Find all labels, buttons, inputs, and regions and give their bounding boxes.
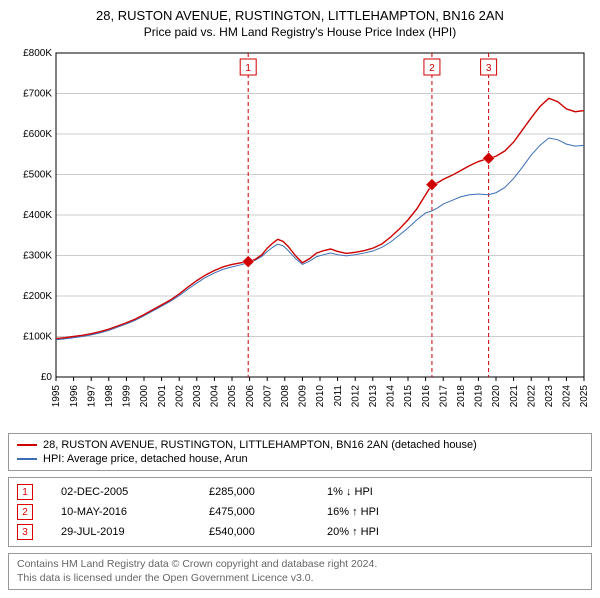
- svg-text:1998: 1998: [104, 385, 115, 408]
- svg-text:2011: 2011: [333, 385, 344, 407]
- svg-text:£400K: £400K: [23, 210, 52, 221]
- svg-text:2005: 2005: [227, 385, 238, 408]
- license-notice: Contains HM Land Registry data © Crown c…: [8, 553, 592, 590]
- svg-text:2007: 2007: [262, 385, 273, 408]
- svg-text:2000: 2000: [139, 385, 150, 408]
- sale-delta: 20% ↑ HPI: [327, 526, 437, 538]
- svg-text:2015: 2015: [403, 385, 414, 408]
- sale-price: £540,000: [209, 526, 299, 538]
- svg-text:2002: 2002: [174, 385, 185, 408]
- legend-row: 28, RUSTON AVENUE, RUSTINGTON, LITTLEHAM…: [17, 438, 583, 452]
- svg-text:2025: 2025: [579, 385, 590, 408]
- sales-table: 1 02-DEC-2005 £285,000 1% ↓ HPI 2 10-MAY-2016…: [8, 477, 592, 547]
- svg-text:3: 3: [486, 63, 492, 74]
- svg-text:1996: 1996: [69, 385, 80, 408]
- sale-badge: 1: [17, 484, 33, 500]
- svg-text:£800K: £800K: [23, 48, 52, 59]
- svg-text:2021: 2021: [509, 385, 520, 408]
- svg-text:£0: £0: [41, 372, 53, 383]
- legend-swatch: [17, 444, 37, 446]
- svg-text:2: 2: [429, 63, 435, 74]
- license-line-2: This data is licensed under the Open Gov…: [17, 572, 583, 586]
- svg-text:2017: 2017: [438, 385, 449, 408]
- svg-text:1: 1: [245, 63, 251, 74]
- svg-text:2014: 2014: [386, 385, 397, 408]
- svg-text:2004: 2004: [210, 385, 221, 408]
- sale-date: 02-DEC-2005: [61, 486, 181, 498]
- svg-text:2008: 2008: [280, 385, 291, 408]
- sale-row: 1 02-DEC-2005 £285,000 1% ↓ HPI: [17, 482, 583, 502]
- svg-text:2006: 2006: [245, 385, 256, 408]
- sale-price: £475,000: [209, 506, 299, 518]
- svg-text:£100K: £100K: [23, 332, 52, 343]
- svg-text:2023: 2023: [544, 385, 555, 408]
- svg-text:2010: 2010: [315, 385, 326, 408]
- sale-row: 2 10-MAY-2016 £475,000 16% ↑ HPI: [17, 502, 583, 522]
- sale-price: £285,000: [209, 486, 299, 498]
- svg-text:2019: 2019: [474, 385, 485, 408]
- sale-date: 29-JUL-2019: [61, 526, 181, 538]
- svg-text:2022: 2022: [526, 385, 537, 408]
- svg-text:2018: 2018: [456, 385, 467, 408]
- svg-text:£700K: £700K: [23, 89, 52, 100]
- svg-text:2009: 2009: [298, 385, 309, 408]
- svg-text:2012: 2012: [350, 385, 361, 408]
- sale-badge: 3: [17, 524, 33, 540]
- chart-svg: £0 £100K £200K £300K £400K £500K £600K £700K £80…: [8, 47, 592, 427]
- svg-text:£200K: £200K: [23, 291, 52, 302]
- svg-text:2013: 2013: [368, 385, 379, 408]
- svg-text:2001: 2001: [157, 385, 168, 408]
- sale-row: 3 29-JUL-2019 £540,000 20% ↑ HPI: [17, 522, 583, 542]
- legend-swatch: [17, 458, 37, 460]
- svg-text:2003: 2003: [192, 385, 203, 408]
- legend-row: HPI: Average price, detached house, Arun: [17, 452, 583, 466]
- svg-text:1995: 1995: [51, 385, 62, 408]
- sale-delta: 1% ↓ HPI: [327, 486, 437, 498]
- svg-text:£500K: £500K: [23, 170, 52, 181]
- svg-text:1997: 1997: [86, 385, 97, 408]
- svg-text:2016: 2016: [421, 385, 432, 408]
- license-line-1: Contains HM Land Registry data © Crown c…: [17, 558, 583, 572]
- sale-badge: 2: [17, 504, 33, 520]
- svg-text:1999: 1999: [122, 385, 133, 408]
- legend: 28, RUSTON AVENUE, RUSTINGTON, LITTLEHAM…: [8, 433, 592, 471]
- svg-text:£600K: £600K: [23, 129, 52, 140]
- svg-text:£300K: £300K: [23, 251, 52, 262]
- chart-subtitle: Price paid vs. HM Land Registry's House …: [8, 25, 592, 39]
- svg-text:2020: 2020: [491, 385, 502, 408]
- legend-label: HPI: Average price, detached house, Arun: [43, 453, 248, 465]
- chart-title: 28, RUSTON AVENUE, RUSTINGTON, LITTLEHAM…: [8, 8, 592, 23]
- svg-text:2024: 2024: [562, 385, 573, 408]
- legend-label: 28, RUSTON AVENUE, RUSTINGTON, LITTLEHAM…: [43, 439, 477, 451]
- sale-delta: 16% ↑ HPI: [327, 506, 437, 518]
- price-chart: £0 £100K £200K £300K £400K £500K £600K £700K £80…: [8, 47, 592, 427]
- sale-date: 10-MAY-2016: [61, 506, 181, 518]
